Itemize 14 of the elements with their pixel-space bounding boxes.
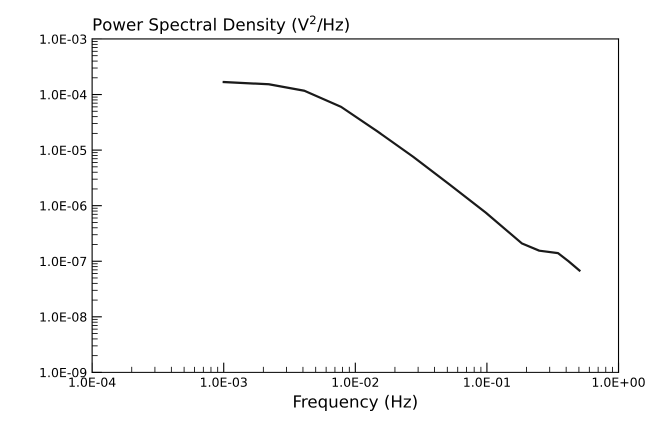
y-tick-label: 1.0E-05 [40,146,86,156]
x-tick-label: 1.0E-04 [69,377,116,387]
y-tick-label: 1.0E-07 [40,256,86,266]
y-tick-label: 1.0E-06 [40,201,86,211]
x-tick-label: 1.0E+00 [592,377,645,387]
y-tick-label: 1.0E-03 [40,34,86,44]
x-axis-title: Frequency (Hz) [294,394,417,412]
y-tick-label: 1.0E-09 [40,368,86,378]
x-tick-label: 1.0E-01 [464,377,510,387]
x-tick-label: 1.0E-03 [200,377,247,387]
chart-title: Power Spectral Density (V$^{2}$/Hz) [94,15,349,34]
y-tick-label: 1.0E-08 [40,312,86,322]
x-tick-label: 1.0E-02 [332,377,378,387]
y-tick-label: 1.0E-04 [40,90,87,100]
